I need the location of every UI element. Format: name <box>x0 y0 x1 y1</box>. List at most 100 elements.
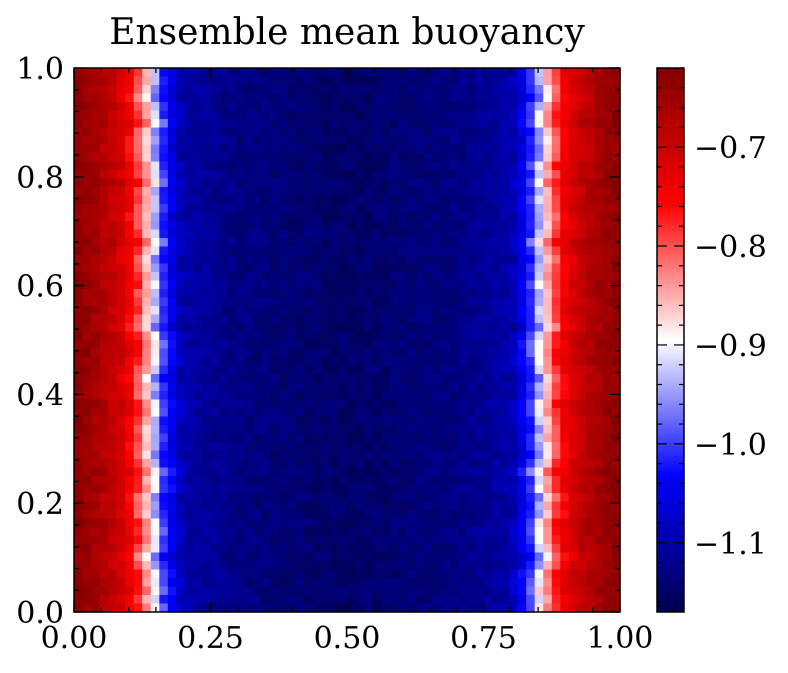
heatmap-cell <box>201 255 212 265</box>
heatmap-cell <box>602 535 613 545</box>
heatmap-cell <box>312 603 323 613</box>
heatmap-cell <box>82 518 92 528</box>
heatmap-cell <box>99 85 109 95</box>
heatmap-cell <box>142 527 152 537</box>
heatmap-cell <box>227 110 237 120</box>
heatmap-cell <box>201 238 212 248</box>
heatmap-cell <box>244 204 254 214</box>
heatmap-cell <box>389 280 399 290</box>
heatmap-cell <box>253 493 263 503</box>
heatmap-cell <box>449 493 459 503</box>
heatmap-cell <box>295 399 305 409</box>
heatmap-cell <box>193 467 203 477</box>
heatmap-cell <box>82 119 92 129</box>
heatmap-cell <box>236 272 246 282</box>
heatmap-cell <box>526 306 536 316</box>
heatmap-cell <box>517 561 527 571</box>
heatmap-cell <box>602 365 613 375</box>
heatmap-cell <box>364 331 374 341</box>
heatmap-cell <box>270 178 280 188</box>
heatmap-cell <box>440 569 450 579</box>
heatmap-cell <box>594 127 604 137</box>
heatmap-cell <box>423 357 433 367</box>
heatmap-cell <box>338 187 348 197</box>
heatmap-cell <box>534 153 544 163</box>
heatmap-cell <box>312 442 323 452</box>
heatmap-cell <box>611 212 621 222</box>
heatmap-cell <box>261 331 271 341</box>
heatmap-cell <box>517 374 527 384</box>
heatmap-cell <box>432 340 442 350</box>
heatmap-cell <box>415 178 425 188</box>
heatmap-cell <box>526 136 536 146</box>
heatmap-cell <box>210 391 220 401</box>
heatmap-cell <box>466 391 476 401</box>
heatmap-cell <box>355 136 365 146</box>
heatmap-cell <box>432 246 442 256</box>
heatmap-cell <box>440 314 450 324</box>
heatmap-cell <box>568 501 578 511</box>
heatmap-cell <box>150 238 160 248</box>
heatmap-cell <box>278 552 288 562</box>
heatmap-cell <box>509 399 519 409</box>
heatmap-cell <box>594 68 604 78</box>
heatmap-cell <box>329 170 340 180</box>
heatmap-cell <box>184 382 195 392</box>
colorbar-tick-label: −0.7 <box>694 131 767 166</box>
heatmap-cell <box>270 246 280 256</box>
heatmap-cell <box>193 297 203 307</box>
heatmap-cell <box>364 391 374 401</box>
heatmap-cell <box>355 297 365 307</box>
heatmap-cell <box>492 272 502 282</box>
heatmap-cell <box>474 297 485 307</box>
heatmap-cell <box>585 357 596 367</box>
heatmap-cell <box>159 178 169 188</box>
heatmap-cell <box>176 595 186 605</box>
heatmap-cell <box>108 561 118 571</box>
heatmap-cell <box>500 93 510 103</box>
heatmap-cell <box>99 221 109 231</box>
heatmap-cell <box>355 365 365 375</box>
heatmap-cell <box>423 246 433 256</box>
heatmap-cell <box>347 357 357 367</box>
heatmap-cell <box>364 433 374 443</box>
heatmap-cell <box>560 229 570 239</box>
heatmap-cell <box>74 255 84 265</box>
heatmap-cell <box>517 110 527 120</box>
heatmap-cell <box>568 297 578 307</box>
heatmap-cell <box>99 170 109 180</box>
heatmap-cell <box>466 68 476 78</box>
heatmap-cell <box>219 348 229 358</box>
heatmap-cell <box>381 459 391 469</box>
heatmap-cell <box>219 221 229 231</box>
heatmap-cell <box>287 552 297 562</box>
heatmap-cell <box>602 161 613 171</box>
heatmap-cell <box>543 527 553 537</box>
heatmap-cell <box>253 416 263 426</box>
heatmap-cell <box>74 450 84 460</box>
heatmap-cell <box>577 340 587 350</box>
heatmap-cell <box>534 535 544 545</box>
heatmap-cell <box>176 399 186 409</box>
heatmap-cell <box>602 170 613 180</box>
heatmap-cell <box>219 331 229 341</box>
heatmap-cell <box>577 544 587 554</box>
heatmap-cell <box>466 501 476 511</box>
heatmap-cell <box>500 595 510 605</box>
heatmap-cell <box>372 425 382 435</box>
heatmap-cell <box>91 76 101 86</box>
heatmap-cell <box>543 518 553 528</box>
heatmap-cell <box>159 510 169 520</box>
heatmap-cell <box>159 263 169 273</box>
heatmap-cell <box>509 306 519 316</box>
heatmap-cell <box>304 212 314 222</box>
heatmap-cell <box>270 569 280 579</box>
heatmap-cell <box>321 459 331 469</box>
heatmap-cell <box>440 603 450 613</box>
heatmap-cell <box>193 331 203 341</box>
heatmap-cell <box>125 280 135 290</box>
heatmap-cell <box>483 187 493 197</box>
heatmap-cell <box>474 85 485 95</box>
heatmap-cell <box>193 289 203 299</box>
heatmap-cell <box>253 331 263 341</box>
